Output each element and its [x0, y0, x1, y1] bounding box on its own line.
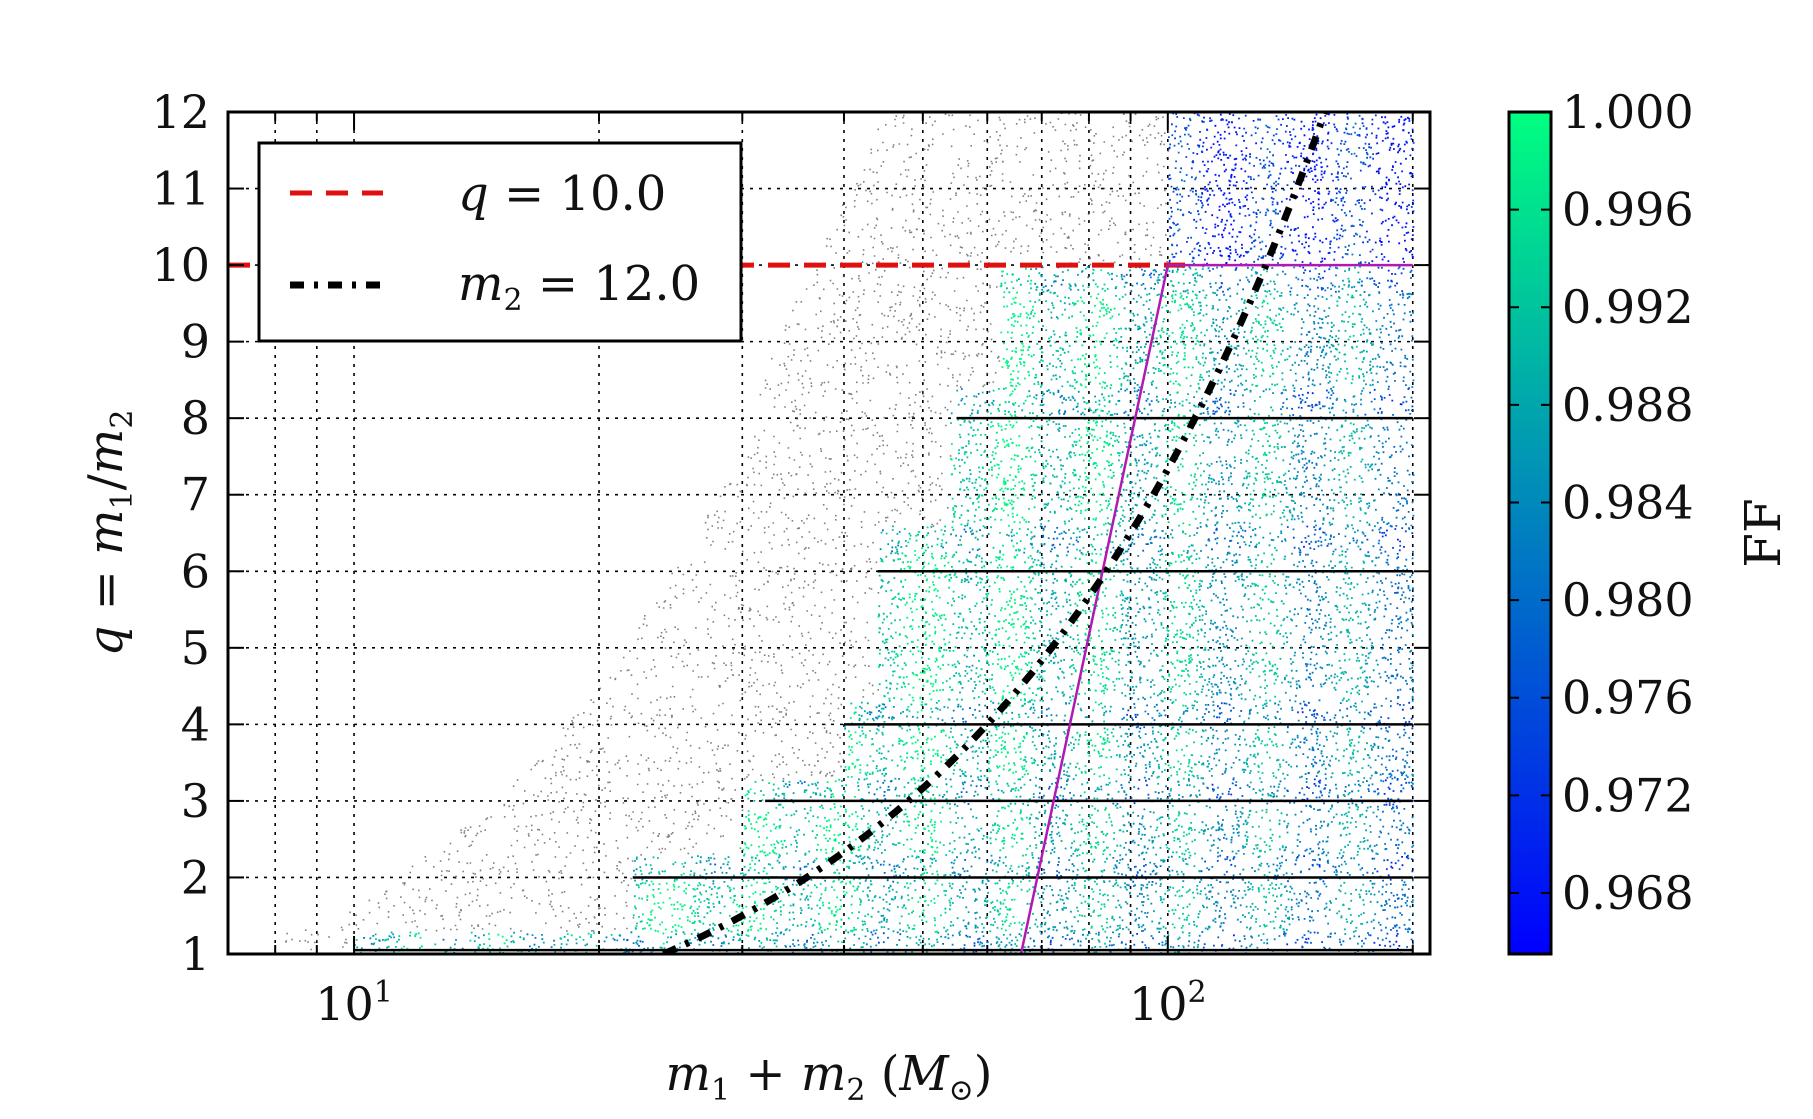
ff-point-cloud: [354, 265, 1374, 954]
y-tick-label: 2: [181, 850, 210, 904]
x-tick-label-10: 101: [315, 975, 393, 1031]
colorbar-tick-labels: 1.000 0.996 0.992 0.988 0.984 0.980 0.97…: [1562, 85, 1694, 920]
colorbar-tick-label: 0.968: [1562, 866, 1694, 920]
legend-label-m2: m2 = 12.0: [458, 256, 700, 318]
ff-point-cloud: [354, 265, 1368, 954]
legend-box: [257, 141, 743, 343]
y-tick-label: 7: [181, 468, 210, 522]
colorbar-label: FF: [1734, 498, 1792, 567]
colorbar-tick-label: 0.972: [1562, 768, 1694, 822]
ff-point-cloud: [403, 265, 1186, 951]
y-tick-label: 4: [181, 697, 210, 751]
x-tick-label-100: 102: [1129, 975, 1207, 1031]
y-axis-label: q = m1/m2: [78, 410, 140, 657]
y-tick-label: 1: [181, 927, 210, 981]
x-axis-label: m1 + m2 (M⊙): [666, 1046, 993, 1108]
colorbar: 1.000 0.996 0.992 0.988 0.984 0.980 0.97…: [1507, 85, 1792, 956]
y-tick-label: 11: [151, 162, 210, 216]
colorbar-tick-label: 0.980: [1562, 573, 1694, 627]
y-tick-label: 10: [151, 238, 210, 292]
ff-point-cloud: [1169, 113, 1415, 954]
m2-12-line: [662, 112, 1329, 954]
boundary-line: [1019, 263, 1413, 954]
y-tick-label: 12: [151, 85, 210, 139]
plot-frame: [226, 110, 1432, 956]
ff-point-cloud: [625, 112, 1415, 954]
ff-sample-points: [354, 112, 1415, 954]
colorbar-tick-label: 0.984: [1562, 475, 1694, 529]
ff-point-cloud: [355, 265, 1358, 954]
colorbar-ticks: [1509, 111, 1551, 894]
y-tick-label: 5: [181, 621, 210, 675]
y-tick-label: 6: [181, 544, 210, 598]
legend-label-q: q = 10.0: [458, 166, 666, 222]
legend: q = 10.0 m2 = 12.0: [257, 141, 743, 343]
colorbar-tick-label: 0.992: [1562, 280, 1694, 334]
y-tick-label: 9: [181, 315, 210, 369]
y-tick-label: 8: [181, 391, 210, 445]
colorbar-tick-label: 1.000: [1562, 85, 1694, 139]
ff-point-cloud: [369, 265, 1415, 954]
y-tick-label: 3: [181, 774, 210, 828]
colorbar-tick-label: 0.976: [1562, 671, 1694, 725]
colorbar-gradient: [1507, 110, 1553, 956]
colorbar-tick-label: 0.988: [1562, 378, 1694, 432]
colorbar-tick-label: 0.996: [1562, 183, 1694, 237]
axis-ticks: [227, 111, 1430, 955]
y-tick-labels: 1 2 3 4 5 6 7 8 9 10 11 12: [151, 85, 210, 981]
